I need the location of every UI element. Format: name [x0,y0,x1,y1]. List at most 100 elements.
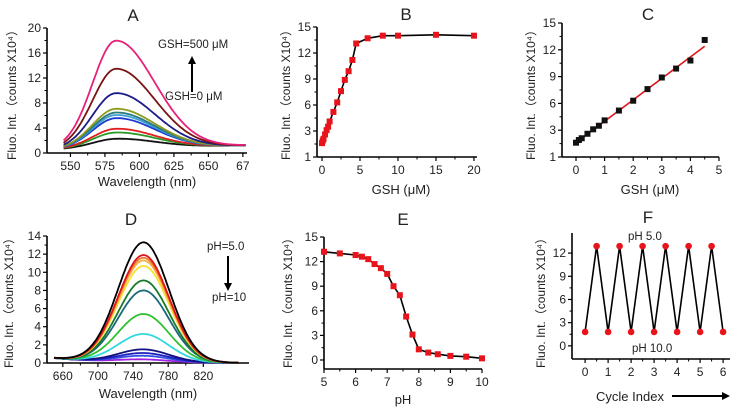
data-point [644,86,651,93]
y-tick-label: 1 [549,150,556,164]
x-tick-label: 5 [321,375,328,389]
panel-e-title: E [397,210,408,229]
panel-f-annotation-top: pH 5.0 [628,231,662,243]
y-tick-label: 6 [304,98,311,112]
panel-a-ylabel: Fluo. Int.（counts X10⁴） [5,24,19,160]
data-point [687,57,694,64]
y-tick-label: 15 [298,20,312,34]
data-point [409,331,416,338]
panel-f-annotation-bottom: pH 10.0 [632,343,672,355]
data-point [322,131,329,138]
data-point [336,250,343,257]
y-tick-label: 12 [28,247,42,261]
x-tick-label: 5 [697,365,704,379]
panel-d: 660 700 740 780 820 0 2 4 6 8 10 12 14 [28,229,249,383]
x-tick-label: 650 [198,159,218,173]
x-tick-label: 10 [475,375,489,389]
x-tick-label: 2 [630,163,637,177]
data-point [323,127,330,134]
panel-b-xlabel: GSH (μM) [372,182,431,197]
y-tick-label: 12 [305,255,319,269]
data-point [349,56,356,63]
series-line [584,245,724,333]
x-tick-label: 780 [158,369,178,383]
data-point [326,118,333,125]
x-tick-label: 0 [573,163,580,177]
data-point [415,346,422,353]
y-tick-label: 15 [543,16,557,30]
data-point [581,328,589,336]
data-point [447,352,454,359]
data-point [434,351,441,358]
y-tick-label: 15 [305,230,319,244]
panel-d-title: D [125,210,137,229]
x-tick-label: 10 [391,163,405,177]
x-tick-label: 4 [674,365,681,379]
x-tick-label: 4 [687,163,694,177]
y-tick-label: 3 [549,123,556,137]
data-point [696,328,704,336]
panel-a-xlabel: Wavelength (nm) [98,174,197,189]
panel-d-xlabel: Wavelength (nm) [99,386,198,401]
data-point [708,242,715,250]
data-point [701,36,708,43]
y-tick-label: 1 [304,150,311,164]
panel-e-ylabel: Fluo. Int.（counts X10⁴） [281,232,295,368]
x-tick-label: 8 [415,375,422,389]
data-point [371,261,378,268]
y-tick-label: 6 [549,96,556,110]
data-point [394,32,401,39]
y-tick-label: 0 [559,339,566,353]
panel-a-annotation-top: GSH=500 μM [158,39,228,51]
panel-f-xlabel: Cycle Index [596,389,664,404]
panel-e-xlabel: pH [395,392,412,407]
spectrum-curve [63,67,246,147]
data-point [379,32,386,39]
data-point [479,355,485,362]
y-tick-label: 9 [549,70,556,84]
spectrum-curve [53,259,239,364]
x-tick-label: 660 [53,369,73,383]
spectrum-curve [54,254,239,364]
y-tick-label: 12 [553,246,567,260]
panel-a: 550 575 600 625 650 67 0 4 8 12 16 20 [28,21,250,173]
x-tick-label: 5 [716,163,723,177]
spectrum-curve [53,313,239,364]
x-tick-label: 3 [658,163,665,177]
y-tick-label: 0 [34,356,41,370]
data-point [662,242,669,250]
series-line [323,251,483,360]
x-tick-label: 7 [384,375,391,389]
x-tick-label: 6 [720,365,727,379]
data-point [377,265,384,272]
x-tick-label: 1 [605,365,612,379]
series-line [321,33,475,144]
data-point [425,349,432,356]
data-point [463,353,470,360]
data-point [390,283,397,290]
y-tick-label: 6 [34,302,41,316]
data-point [584,130,591,137]
spectrum-curve [53,256,239,364]
y-tick-label: 12 [298,46,312,60]
data-point [658,74,665,81]
x-tick-label: 20 [467,163,481,177]
y-tick-label: 3 [304,124,311,138]
spectrum-curve [53,279,239,364]
data-point [593,242,600,250]
panel-b-title: B [400,5,411,24]
data-point [334,99,341,106]
x-tick-label: 625 [164,159,184,173]
y-tick-label: 2 [34,338,41,352]
y-tick-label: 4 [34,320,41,334]
panel-e: 5 6 7 8 9 10 0 3 6 9 12 15 [305,230,489,389]
x-tick-label: 2 [628,365,635,379]
x-tick-label: 1 [601,163,608,177]
data-point [353,40,360,47]
data-point [330,108,337,115]
